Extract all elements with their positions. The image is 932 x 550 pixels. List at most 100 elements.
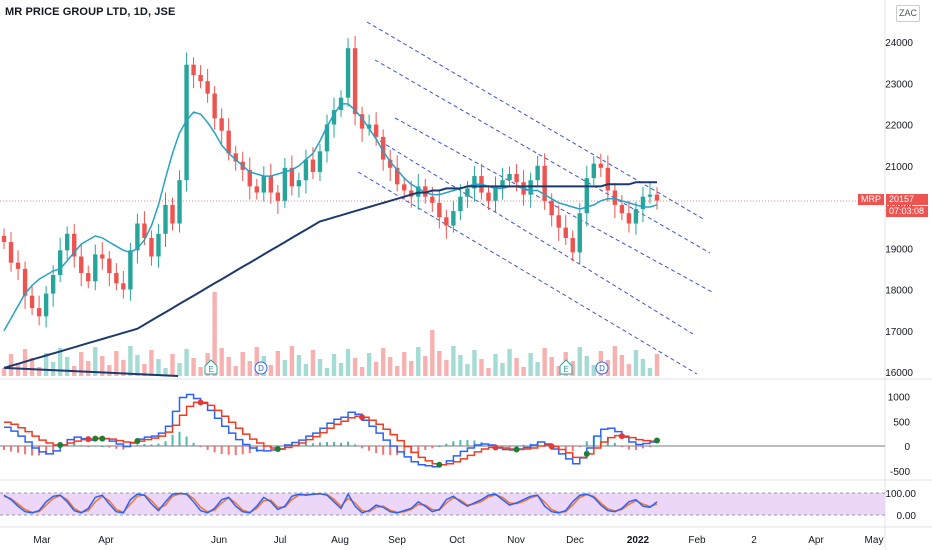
macd-hist-bar (17, 446, 20, 453)
volume-bar (247, 361, 252, 376)
volume-bar (100, 356, 105, 376)
volume-bar (626, 364, 632, 376)
candle (605, 167, 611, 191)
macd-hist-bar (108, 446, 111, 448)
macd-hist-bar (375, 446, 378, 454)
time-tick-label: Oct (449, 535, 465, 546)
candle (395, 167, 400, 185)
signal-line (4, 401, 658, 466)
event-markers[interactable]: E D E D (204, 359, 609, 375)
macd-hist-bar (627, 446, 630, 450)
candle (247, 169, 252, 187)
volume-bar (149, 350, 154, 376)
stoch-d-line (3, 493, 658, 514)
candle (64, 233, 70, 251)
candle (15, 262, 21, 269)
macd-tick-label: 1000 (888, 393, 911, 404)
symbol-tag: MRP (858, 194, 884, 205)
candles (1, 35, 660, 328)
macd-hist-bar (192, 442, 195, 446)
volume-bar (198, 367, 203, 376)
candle (507, 174, 512, 181)
volume-bar (556, 366, 561, 376)
macd-hist-bar (318, 442, 321, 446)
currency-button[interactable]: ZAC (896, 5, 920, 22)
candle (233, 153, 238, 162)
macd-hist-bar (157, 443, 160, 446)
earnings-marker[interactable]: E (204, 359, 218, 375)
candle (219, 118, 224, 131)
regression-channel[interactable] (357, 21, 713, 375)
volume-bar (184, 349, 189, 376)
volume-bar (465, 364, 470, 376)
volume-bar (493, 354, 498, 376)
stoch-tick-label: 100.00 (885, 489, 916, 500)
cross-dot (57, 442, 64, 449)
macd-hist-bar (10, 446, 13, 452)
svg-text:E: E (208, 365, 213, 374)
volume-bar (619, 355, 625, 376)
candle (149, 237, 154, 257)
macd-hist-bar (585, 441, 588, 446)
candle (416, 186, 421, 197)
volume-bar (310, 350, 316, 376)
volume-bar (331, 354, 337, 376)
earnings-marker[interactable]: E (559, 359, 573, 375)
macd-hist-bar (424, 446, 427, 450)
time-axis[interactable]: Mar Apr Jun Jul Aug Sep Oct Nov Dec 2022 Feb 2 Apr Ma… (33, 535, 883, 546)
volume-bar (549, 357, 554, 376)
volume-bar (359, 367, 365, 376)
macd-cross-dots (57, 399, 660, 468)
candle (556, 215, 561, 228)
candle (359, 114, 365, 129)
candle (135, 223, 140, 251)
volume-bar (380, 348, 386, 376)
volume-bar (570, 361, 575, 376)
volume-bar (191, 358, 196, 376)
macd-hist-bar (311, 443, 314, 446)
volume-bar (36, 367, 42, 376)
dividend-marker[interactable]: D (254, 361, 268, 375)
volume-bar (451, 346, 456, 376)
candle (549, 200, 554, 216)
macd-hist-bar (459, 440, 462, 446)
dividend-marker[interactable]: D (595, 361, 609, 375)
candle (324, 124, 330, 152)
macd-hist-bar (641, 446, 644, 449)
price-tick-label: 23000 (885, 79, 913, 90)
volume-bar (163, 368, 168, 376)
macd-hist-bar (241, 446, 244, 455)
volume-bar (352, 358, 358, 376)
candle (486, 192, 491, 201)
macd-hist-bar (80, 445, 83, 447)
volume-bar (93, 347, 98, 376)
cross-dot (654, 437, 660, 444)
volume-bar (64, 357, 70, 376)
volume-bar (226, 357, 231, 376)
volume-bar (430, 330, 435, 376)
macd-hist-bar (382, 446, 385, 455)
macd-hist-bar (571, 446, 574, 452)
macd-hist-bar (368, 446, 371, 451)
volume-bar (219, 348, 224, 376)
volume-bar (528, 353, 533, 376)
macd-hist-bar (73, 442, 76, 446)
time-tick-label: Mar (33, 535, 51, 546)
candle (619, 204, 625, 214)
volume-bar (507, 349, 512, 376)
volume-bar (591, 365, 597, 376)
volume-bar (500, 363, 505, 376)
candle (303, 159, 309, 181)
macd-hist-bar (304, 443, 307, 446)
volume-bar (50, 362, 56, 376)
macd-hist-bar (445, 443, 448, 446)
volume-bar (43, 353, 49, 376)
candle (142, 223, 147, 238)
candle (352, 48, 358, 115)
candle (296, 180, 302, 187)
macd-axis[interactable]: 1000 500 0 -500 (888, 393, 911, 478)
stochastic-axis[interactable]: 100.00 0.00 (885, 489, 916, 522)
macd-hist-bar (234, 446, 237, 456)
